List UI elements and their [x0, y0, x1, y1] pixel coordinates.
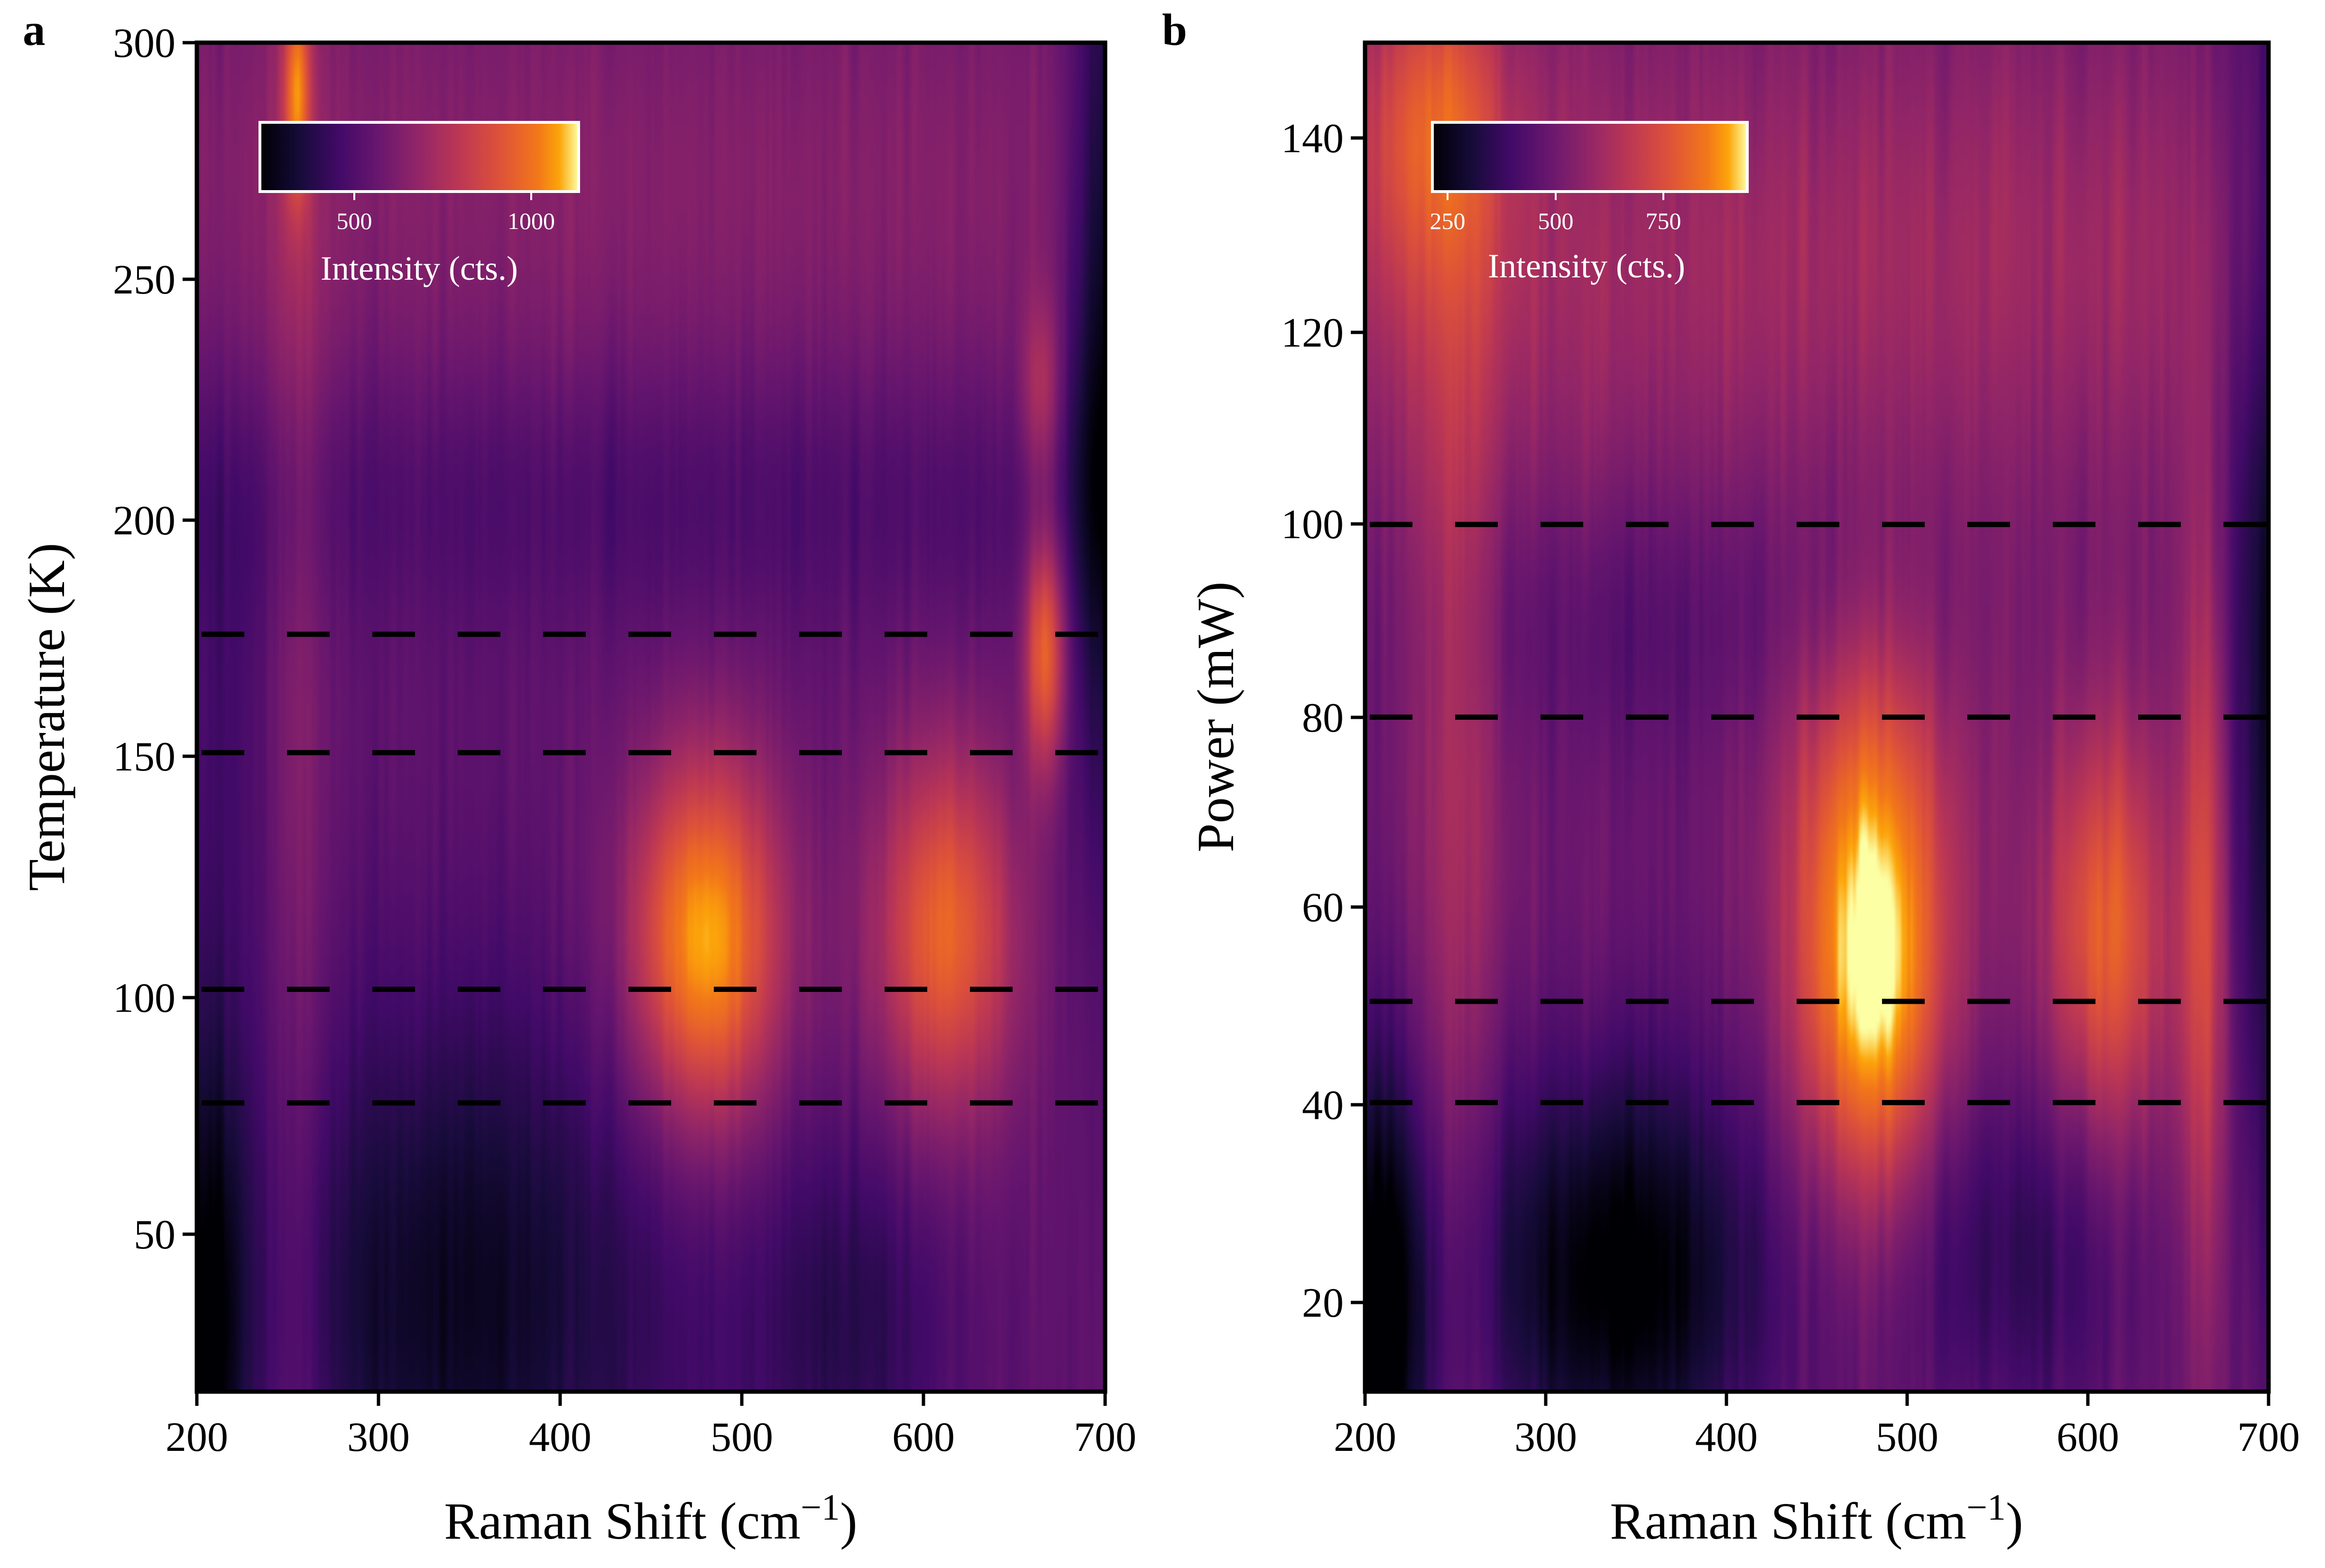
- x-tick-label: 600: [2057, 1414, 2119, 1460]
- x-tick-label: 300: [347, 1414, 410, 1460]
- x-axis-title-text: Raman Shift (cm: [1610, 1492, 1966, 1550]
- y-tick-label: 20: [1302, 1280, 1344, 1326]
- panel-label-a: a: [23, 5, 46, 55]
- x-ticks-a: 200 300 400 500 600 700: [166, 1392, 1136, 1460]
- panel-label-b: b: [1162, 5, 1187, 55]
- y-tick-label: 60: [1302, 885, 1344, 931]
- y-tick-label: 100: [113, 975, 175, 1021]
- y-tick-label: 150: [113, 734, 175, 780]
- x-ticks-b: 200 300 400 500 600 700: [1334, 1392, 2300, 1460]
- y-tick-label: 200: [113, 498, 175, 544]
- y-tick-label: 100: [1281, 502, 1344, 548]
- y-ticks-b: 20 40 60 80 100 120 140: [1281, 116, 1365, 1326]
- colorbar-gradient: [1431, 121, 1749, 193]
- x-tick-label: 400: [1695, 1414, 1758, 1460]
- heatmap-a: [197, 43, 1105, 1392]
- y-axis-title-a: Temperature (K): [18, 543, 75, 891]
- x-axis-title-text: Raman Shift (cm: [444, 1492, 801, 1550]
- colorbar-a: 500 1000 Intensity (cts.): [258, 121, 580, 287]
- colorbar-tick-label: 500: [1538, 208, 1574, 234]
- x-tick-label: 400: [529, 1414, 591, 1460]
- y-tick-label: 40: [1302, 1082, 1344, 1128]
- x-tick-label: 200: [166, 1414, 228, 1460]
- y-tick-label: 300: [113, 20, 175, 66]
- x-tick-label: 700: [2237, 1414, 2300, 1460]
- y-axis-title-b: Power (mW): [1187, 581, 1245, 852]
- dashed-guide-lines-a: [202, 632, 1105, 1106]
- panel-b: b 200 300 400 500 600 700 20 40 60: [1162, 5, 2300, 1550]
- y-ticks-a: 50 100 150 200 250 300: [113, 20, 197, 1258]
- x-tick-label: 200: [1334, 1414, 1396, 1460]
- colorbar-gradient: [258, 121, 580, 193]
- x-axis-title-close: ): [2006, 1492, 2023, 1550]
- x-tick-label: 500: [1876, 1414, 1938, 1460]
- y-tick-label: 50: [134, 1212, 175, 1258]
- x-axis-title-b: Raman Shift (cm−1): [1610, 1486, 2023, 1550]
- colorbar-tick-label: 750: [1646, 208, 1681, 234]
- colorbar-title: Intensity (cts.): [321, 249, 518, 287]
- panel-a: a 200 300 400 500 600 700 50 100 150 200: [18, 5, 1136, 1550]
- x-tick-label: 600: [892, 1414, 955, 1460]
- y-tick-label: 250: [113, 257, 175, 303]
- y-tick-label: 140: [1281, 116, 1344, 162]
- y-tick-label: 80: [1302, 695, 1344, 741]
- x-tick-label: 700: [1074, 1414, 1136, 1460]
- colorbar-tick-label: 500: [337, 208, 372, 234]
- plot-frame-a: [194, 40, 1107, 1394]
- dashed-guide-lines-b: [1370, 522, 2269, 1105]
- x-axis-title-a: Raman Shift (cm−1): [444, 1486, 857, 1550]
- y-tick-label: 120: [1281, 310, 1344, 356]
- x-axis-title-exponent: −1: [1966, 1486, 2006, 1528]
- x-axis-title-close: ): [840, 1492, 858, 1550]
- colorbar-tick-label: 1000: [507, 208, 555, 234]
- x-tick-label: 500: [710, 1414, 773, 1460]
- colorbar-tick-label: 250: [1430, 208, 1466, 234]
- x-axis-title-exponent: −1: [801, 1486, 840, 1528]
- colorbar-b: 250 500 750 Intensity (cts.): [1430, 121, 1749, 285]
- colorbar-title: Intensity (cts.): [1488, 247, 1685, 285]
- x-tick-label: 300: [1514, 1414, 1577, 1460]
